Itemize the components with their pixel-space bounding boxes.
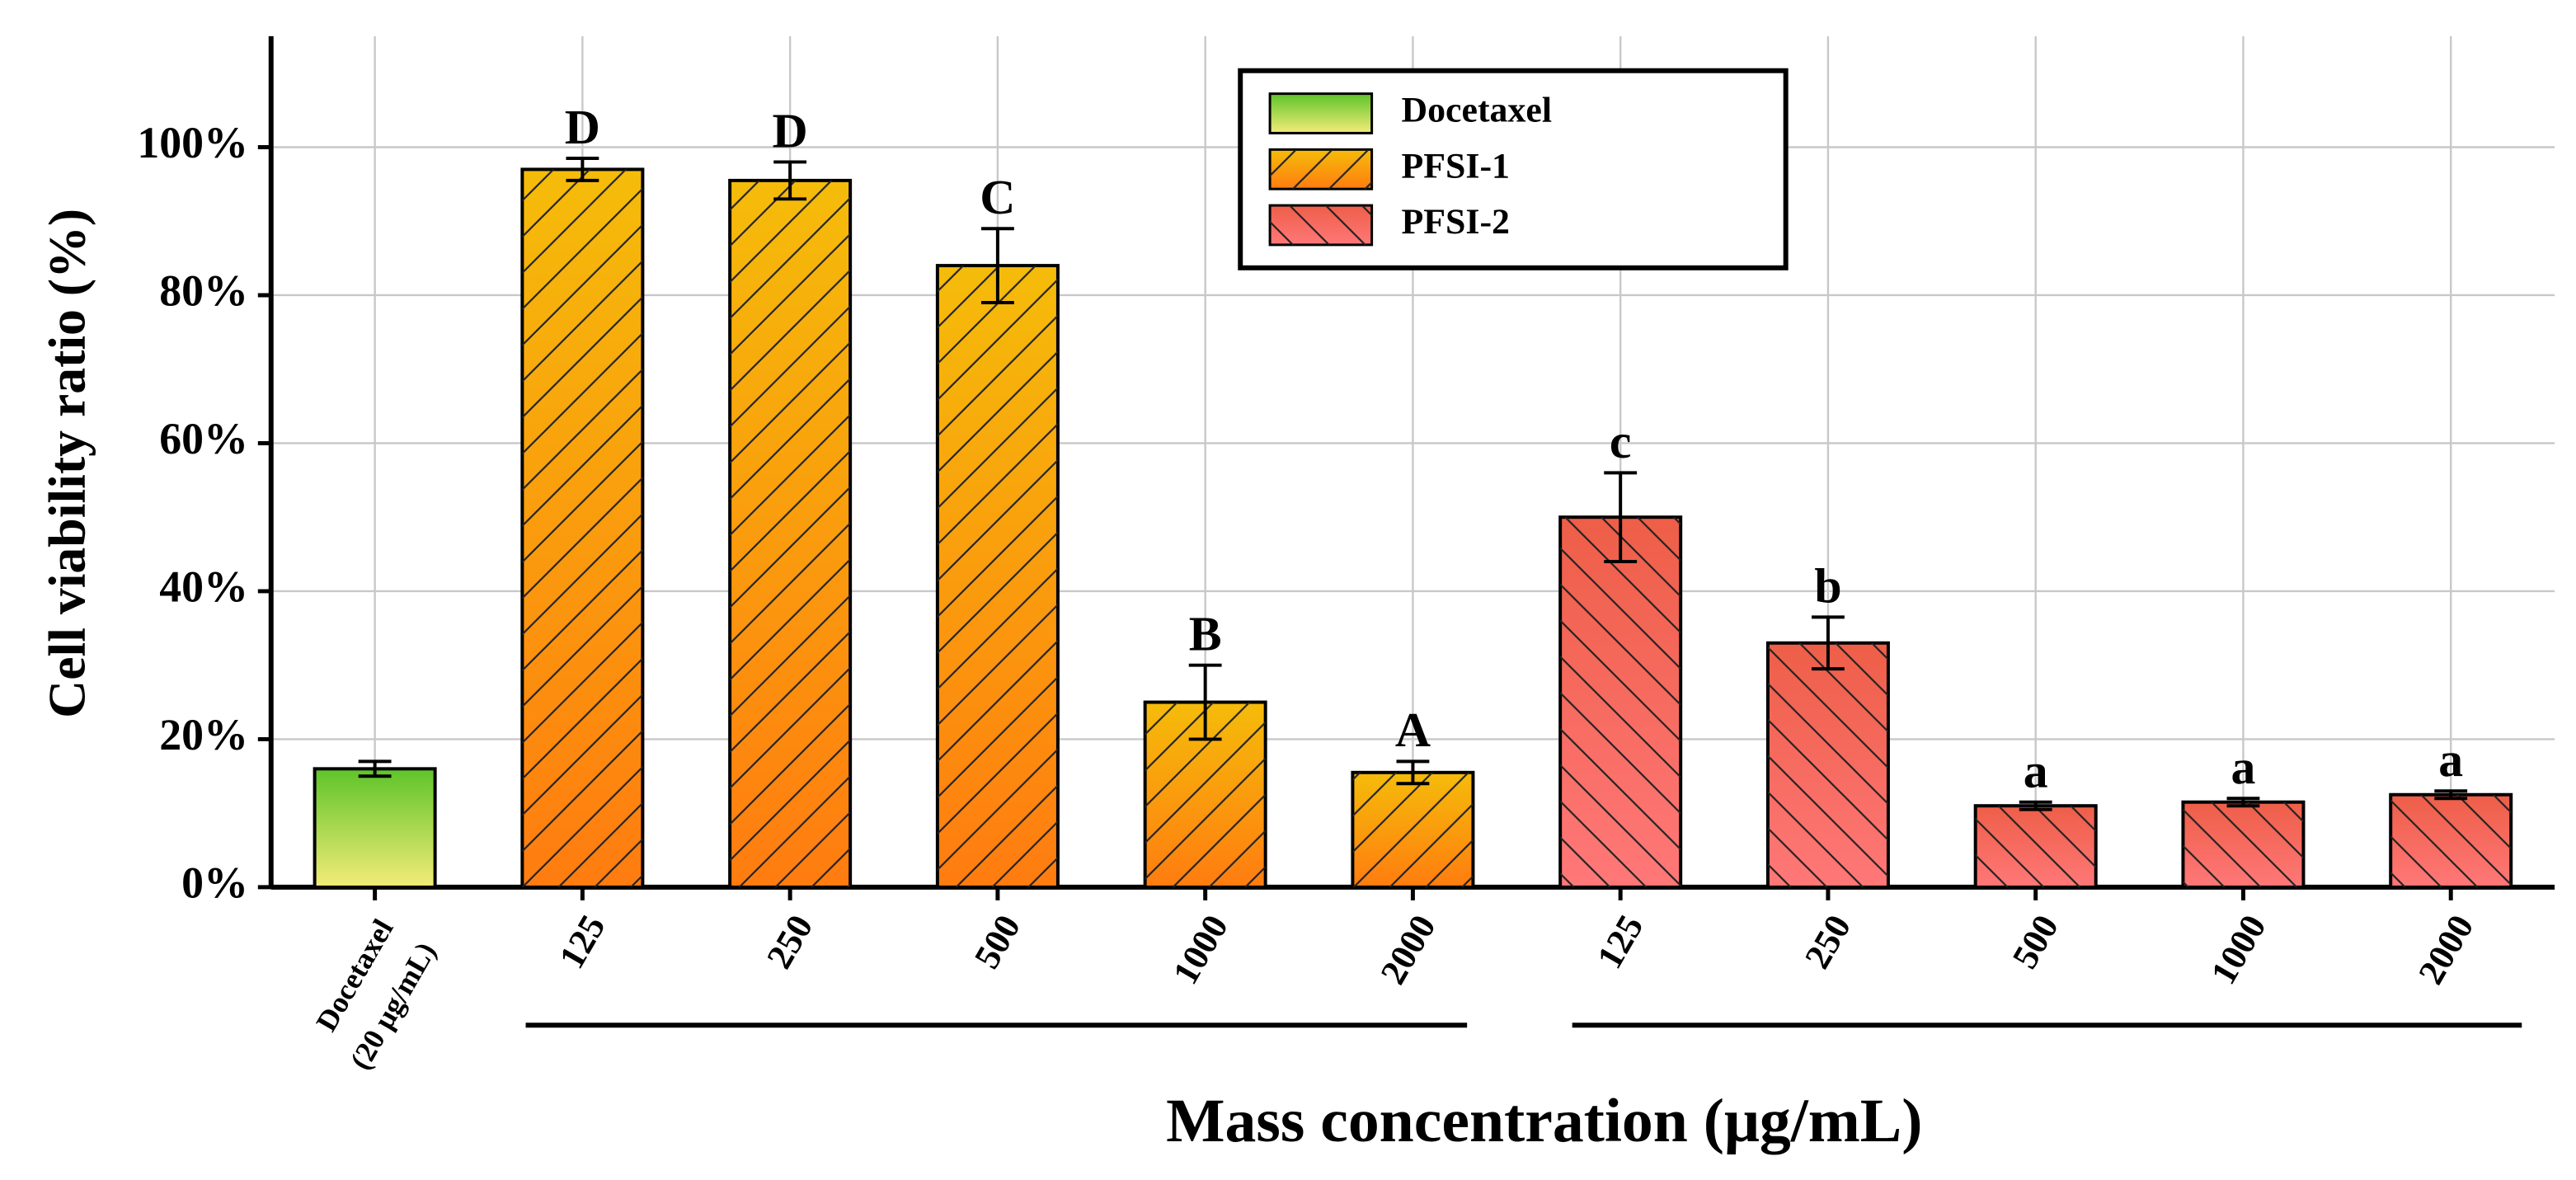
- error-bar: [1396, 759, 1430, 786]
- data-label: B: [1189, 607, 1222, 661]
- data-label: a: [2231, 740, 2256, 794]
- x-tick-label: 1000: [1166, 909, 1236, 991]
- y-tick-label: 100%: [137, 118, 247, 167]
- legend-label: Docetaxel: [1401, 91, 1552, 130]
- y-tick-label: 40%: [159, 562, 248, 611]
- bar-hatch: [937, 266, 1058, 887]
- x-tick-label: 250: [1798, 909, 1859, 975]
- error-bar: [773, 160, 807, 201]
- error-bar: [1188, 663, 1222, 741]
- x-tick-label: 1000: [2203, 909, 2273, 991]
- legend-label: PFSI-2: [1401, 202, 1510, 242]
- data-label: C: [980, 170, 1015, 224]
- y-axis-title: Cell viability ratio (%): [37, 209, 96, 718]
- bar-hatch: [1975, 806, 2096, 887]
- data-label: D: [565, 100, 600, 154]
- data-label: b: [1814, 558, 1841, 613]
- error-bar: [2434, 789, 2468, 801]
- x-tick-label: 250: [759, 909, 820, 975]
- error-bar: [1604, 471, 1638, 564]
- bar-hatch: [1767, 642, 1888, 887]
- error-bar: [2019, 800, 2052, 811]
- x-tick-label: 125: [1590, 909, 1651, 975]
- legend-hatch: [1270, 149, 1372, 190]
- x-tick-label: 2000: [2411, 909, 2481, 991]
- data-label: a: [2438, 732, 2463, 787]
- y-tick-label: 20%: [159, 710, 248, 759]
- data-label: c: [1610, 414, 1632, 468]
- x-tick-label: 125: [552, 909, 613, 975]
- bar: [313, 767, 437, 889]
- x-tick-label: 2000: [1373, 909, 1443, 991]
- bar-hatch: [2390, 794, 2512, 887]
- data-label: a: [2024, 744, 2048, 798]
- error-bar: [980, 227, 1014, 304]
- y-tick-label: 60%: [159, 414, 248, 463]
- bar-hatch: [1352, 772, 1474, 887]
- data-label: D: [773, 103, 808, 157]
- legend-hatch: [1270, 205, 1372, 245]
- legend-label: PFSI-1: [1401, 146, 1510, 186]
- error-bar: [566, 156, 599, 182]
- error-bar: [358, 759, 392, 778]
- bar-hatch: [730, 180, 851, 887]
- x-tick-label: 500: [2005, 909, 2066, 975]
- y-tick-label: 0%: [181, 858, 248, 907]
- bar-hatch: [1560, 517, 1681, 887]
- legend-swatch: [1268, 92, 1374, 134]
- x-tick-label: 500: [967, 909, 1028, 975]
- x-axis-title: Mass concentration (μg/mL): [1166, 1087, 1922, 1155]
- bar-hatch: [2183, 802, 2304, 887]
- data-label: A: [1395, 703, 1431, 757]
- error-bar: [2226, 797, 2260, 808]
- bar-hatch: [522, 169, 643, 887]
- error-bar: [1812, 615, 1845, 671]
- y-tick-label: 80%: [159, 266, 248, 315]
